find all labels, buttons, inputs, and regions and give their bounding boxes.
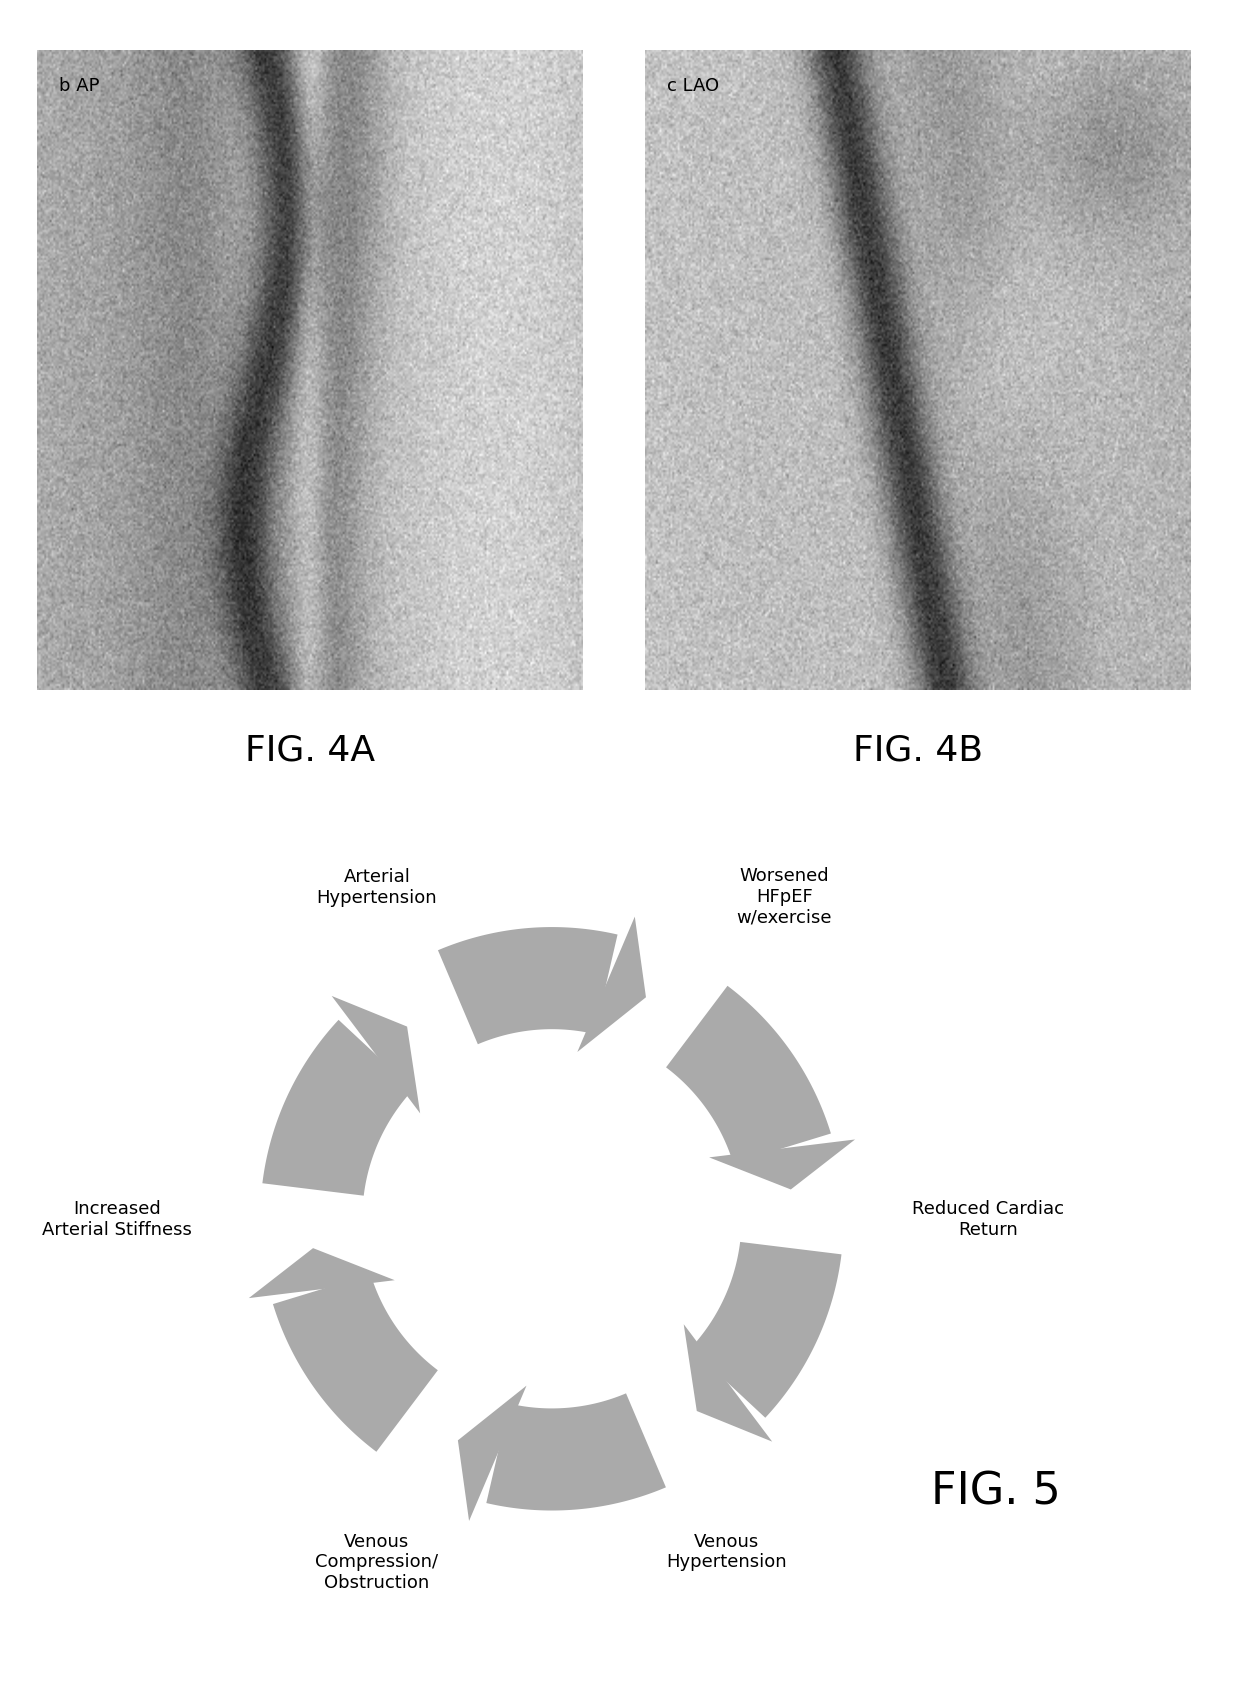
Text: FIG. 4A: FIG. 4A: [246, 733, 374, 767]
Polygon shape: [438, 928, 618, 1045]
Polygon shape: [458, 1386, 527, 1521]
Polygon shape: [578, 917, 646, 1052]
Polygon shape: [263, 1020, 413, 1195]
Text: Reduced Cardiac
Return: Reduced Cardiac Return: [911, 1200, 1064, 1238]
Text: FIG. 5: FIG. 5: [931, 1470, 1061, 1512]
Polygon shape: [273, 1274, 438, 1453]
Text: Arterial
Hypertension: Arterial Hypertension: [316, 868, 438, 907]
Polygon shape: [331, 996, 420, 1113]
Text: FIG. 4B: FIG. 4B: [853, 733, 982, 767]
Polygon shape: [249, 1248, 394, 1298]
Polygon shape: [486, 1393, 666, 1511]
Polygon shape: [683, 1325, 773, 1442]
Text: b AP: b AP: [60, 77, 99, 95]
Text: Venous
Compression/
Obstruction: Venous Compression/ Obstruction: [315, 1531, 439, 1591]
Text: Venous
Hypertension: Venous Hypertension: [667, 1531, 787, 1570]
Text: c LAO: c LAO: [667, 77, 719, 95]
Polygon shape: [709, 1141, 856, 1190]
Polygon shape: [666, 985, 831, 1165]
Text: Worsened
HFpEF
w/exercise: Worsened HFpEF w/exercise: [737, 866, 832, 926]
Text: Increased
Arterial Stiffness: Increased Arterial Stiffness: [42, 1200, 192, 1238]
Polygon shape: [691, 1243, 842, 1419]
